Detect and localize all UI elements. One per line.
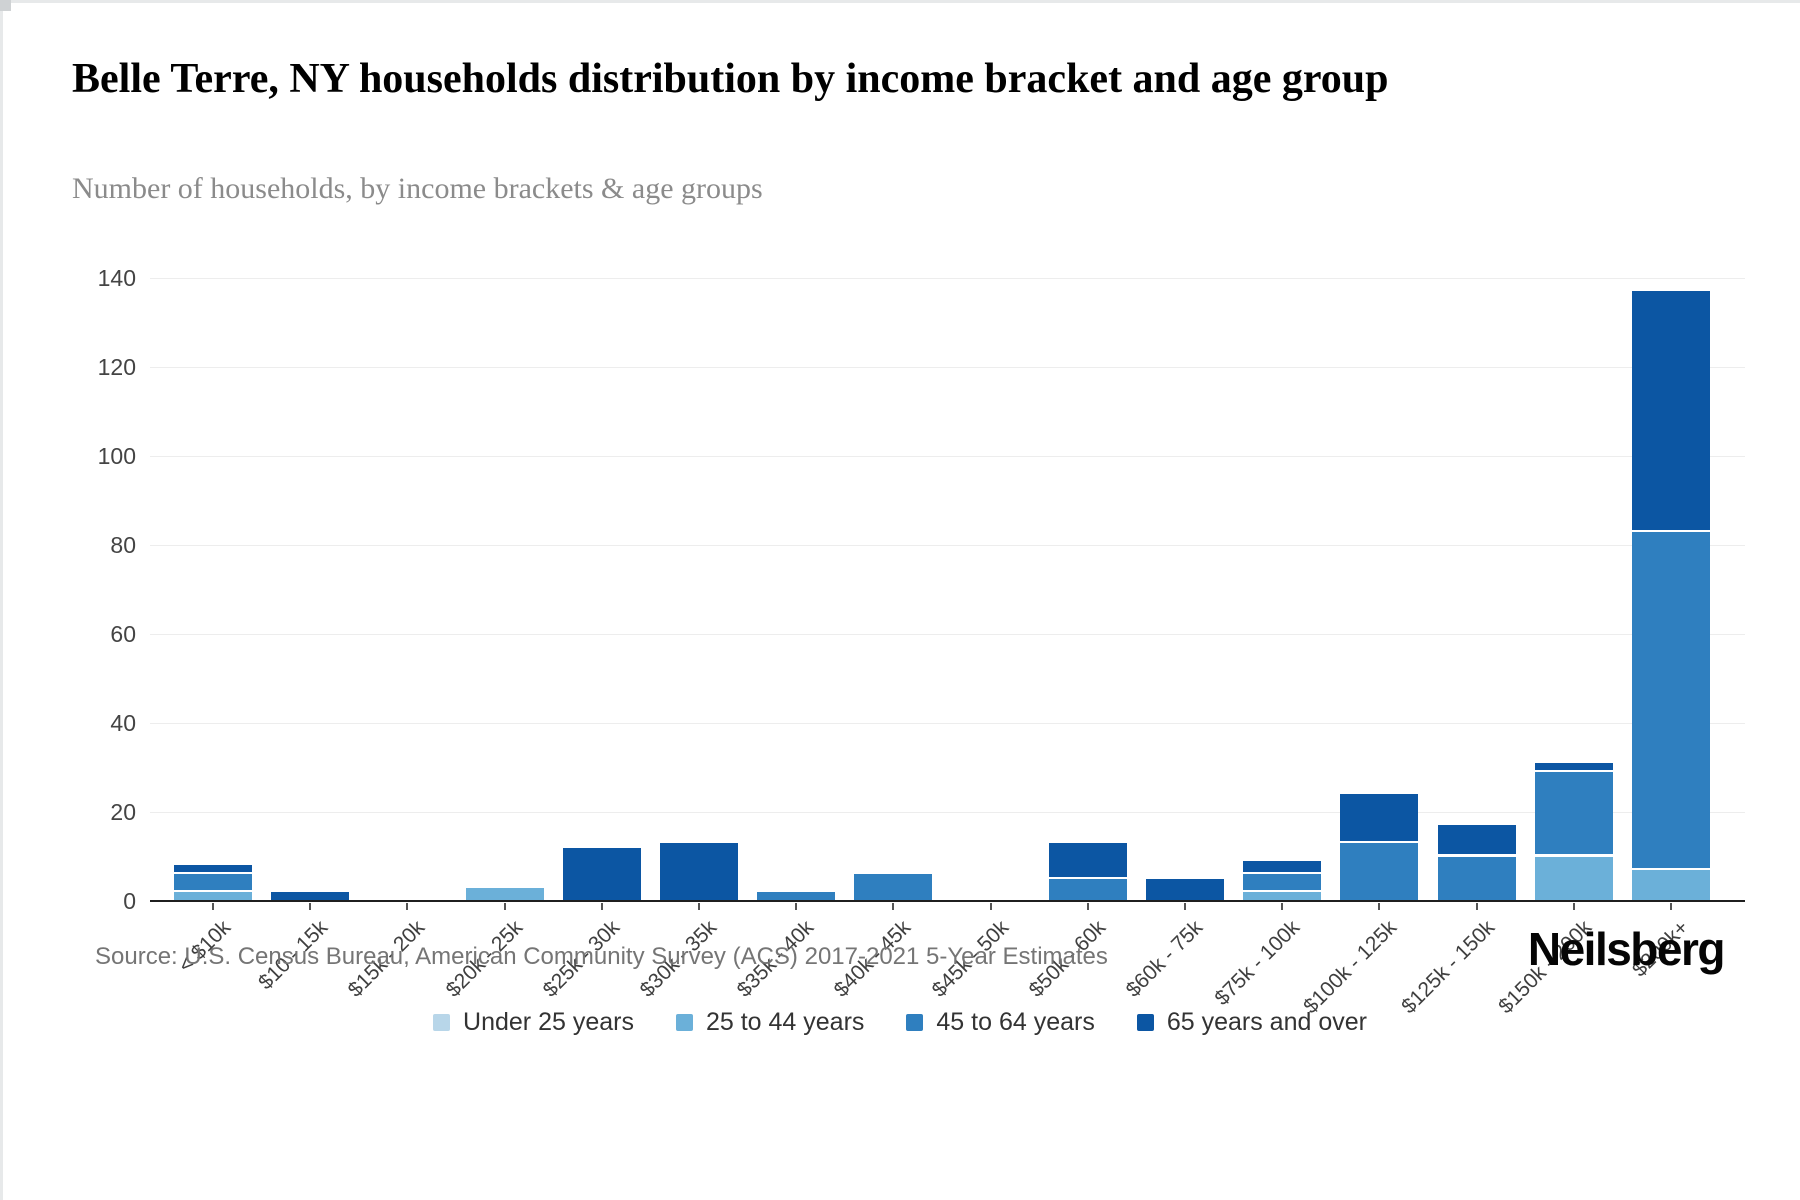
y-axis-tick-label: 100: [97, 443, 136, 469]
bar-segment[interactable]: [1243, 874, 1322, 893]
bar-segment[interactable]: [1632, 291, 1710, 532]
bar-segment[interactable]: [1243, 892, 1322, 901]
bar-segment[interactable]: [1048, 843, 1127, 879]
y-gridline: [150, 633, 1745, 635]
x-axis-tick: [1378, 903, 1381, 910]
legend-item-label: 65 years and over: [1166, 1008, 1367, 1036]
window-edge-corner: [0, 0, 11, 11]
bar-segment[interactable]: [174, 874, 252, 893]
x-axis-tick: [1475, 903, 1478, 910]
y-gridline: [150, 455, 1745, 457]
bar-segment[interactable]: [562, 847, 641, 901]
x-axis-tick: [795, 903, 798, 910]
y-gridline: [150, 811, 1745, 813]
legend-item-label: 25 to 44 years: [705, 1008, 865, 1036]
legend-swatch: [433, 1014, 451, 1031]
bar-segment[interactable]: [1437, 825, 1516, 857]
bar-segment[interactable]: [174, 892, 252, 901]
x-axis-tick: [212, 903, 214, 910]
legend-item[interactable]: 65 years and over: [1136, 1008, 1367, 1037]
window-edge-left: [0, 0, 3, 1200]
legend-item[interactable]: Under 25 years: [433, 1008, 634, 1037]
bar-segment[interactable]: [465, 887, 544, 901]
y-axis-tick-label: 0: [123, 888, 136, 914]
bar-segment[interactable]: [1048, 878, 1127, 901]
legend-item[interactable]: 45 to 64 years: [906, 1008, 1095, 1037]
bar-segment[interactable]: [1243, 860, 1322, 875]
x-axis-line: [150, 900, 1745, 902]
y-gridline: [150, 544, 1745, 546]
brand-logo[interactable]: Neilsberg: [1527, 923, 1726, 975]
y-axis-tick-label: 120: [97, 354, 136, 380]
bar-segment[interactable]: [1632, 869, 1710, 901]
x-axis-tick: [1281, 903, 1284, 910]
legend-item[interactable]: 25 to 44 years: [675, 1008, 865, 1037]
legend: Under 25 years 25 to 44 years 45 to 64 yea…: [0, 1008, 1800, 1037]
bar-segment[interactable]: [271, 892, 350, 901]
x-axis-tick: [1670, 903, 1672, 910]
bar-segment[interactable]: [854, 874, 933, 901]
window-edge-top: [0, 0, 1800, 3]
x-axis-tick: [698, 903, 700, 910]
x-axis-tick: [1572, 903, 1575, 910]
y-axis-tick-label: 40: [110, 710, 136, 736]
y-axis-tick-label: 140: [97, 265, 136, 291]
legend-swatch: [1136, 1014, 1154, 1031]
x-axis-tick: [406, 903, 409, 910]
x-axis-tick: [892, 903, 895, 910]
legend-item-label: Under 25 years: [463, 1008, 634, 1036]
legend-swatch: [906, 1014, 924, 1031]
y-axis-tick-label: 20: [110, 799, 136, 825]
chart-subtitle: Number of households, by income brackets…: [72, 172, 763, 205]
source-note: Source: U.S. Census Bureau, American Com…: [95, 943, 1108, 970]
bar-segment[interactable]: [660, 843, 738, 901]
bar-segment[interactable]: [1632, 531, 1710, 870]
y-axis-tick-label: 80: [110, 532, 136, 558]
y-gridline: [150, 722, 1745, 724]
bar-segment[interactable]: [1437, 856, 1516, 901]
bar-segment[interactable]: [1534, 771, 1613, 857]
bar-segment[interactable]: [757, 892, 836, 901]
x-axis-tick: [1184, 903, 1186, 910]
x-axis-tick: [600, 903, 603, 910]
y-gridline: [150, 366, 1745, 368]
bar-segment[interactable]: [1534, 856, 1613, 901]
chart-title: Belle Terre, NY households distribution …: [72, 56, 1389, 102]
bar-segment[interactable]: [1146, 878, 1224, 901]
y-gridline: [150, 277, 1745, 279]
bar-segment[interactable]: [1534, 763, 1613, 772]
x-axis-tick: [503, 903, 506, 910]
legend-swatch: [675, 1014, 693, 1031]
x-axis-tick: [1086, 903, 1089, 910]
y-axis-tick-label: 60: [110, 621, 136, 647]
bar-segment[interactable]: [1340, 843, 1419, 901]
x-axis-tick: [309, 903, 312, 910]
bar-segment[interactable]: [1340, 794, 1419, 844]
legend-item-label: 45 to 64 years: [936, 1008, 1095, 1036]
bar-segment[interactable]: [174, 865, 252, 875]
x-axis-tick: [989, 903, 992, 910]
